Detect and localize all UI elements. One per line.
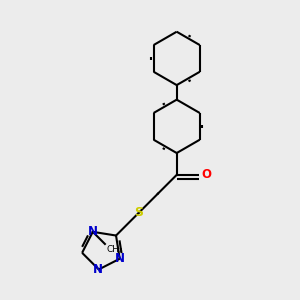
Text: S: S — [135, 206, 144, 219]
Text: CH₃: CH₃ — [106, 245, 123, 254]
Text: O: O — [202, 168, 212, 182]
Text: N: N — [115, 252, 125, 265]
Text: N: N — [93, 263, 103, 276]
Text: N: N — [88, 225, 98, 238]
